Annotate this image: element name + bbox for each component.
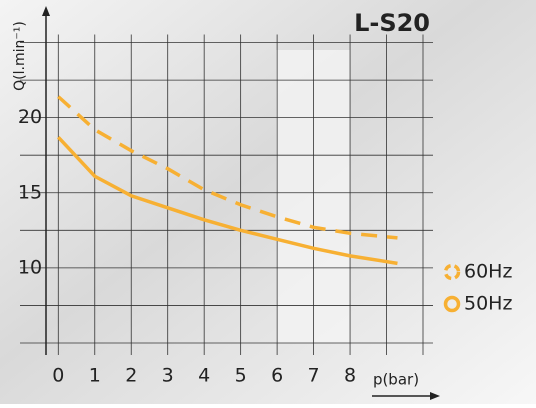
x-tick-label: 0 [52,365,64,387]
chart-title: L-S20 [354,9,430,37]
x-axis-label: p(bar) [373,371,419,389]
y-tick-label: 10 [18,256,42,278]
legend-label: 50Hz [464,293,512,315]
x-arrow [430,392,440,400]
x-tick-label: 8 [344,365,356,387]
x-tick-label: 2 [125,365,137,387]
y-arrow [42,6,50,16]
y-axis-label: Q(l.min⁻¹) [12,21,28,91]
x-tick-label: 4 [198,365,210,387]
y-tick-label: 20 [18,106,42,128]
series-line [57,95,398,240]
series-line [57,135,398,266]
x-tick-label: 1 [89,365,101,387]
y-tick-label: 15 [18,181,42,203]
x-tick-label: 5 [235,365,247,387]
x-tick-label: 6 [271,365,283,387]
legend-marker [443,263,461,281]
x-tick-label: 3 [162,365,174,387]
legend-marker [443,295,461,313]
legend-label: 60Hz [464,261,512,283]
x-tick-label: 7 [308,365,320,387]
highlight [276,50,350,343]
